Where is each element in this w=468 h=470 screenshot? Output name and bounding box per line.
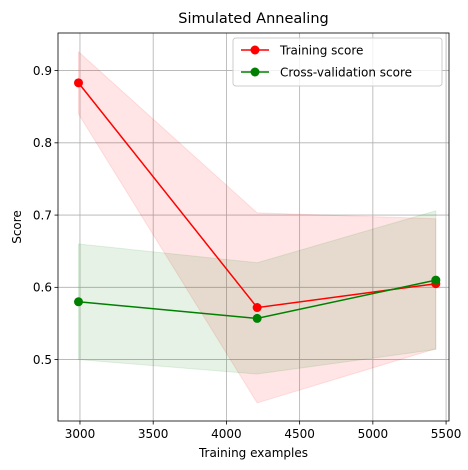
x-tick-label: 5000 [358, 427, 389, 441]
legend-marker-training [250, 45, 260, 55]
grid-lines [58, 33, 449, 421]
y-tick-label: 0.8 [33, 136, 52, 150]
legend: Training score Cross-validation score [232, 37, 443, 87]
legend-label-cross-validation: Cross-validation score [280, 65, 412, 79]
confidence-bands [78, 50, 437, 404]
y-tick-label: 0.6 [33, 281, 52, 295]
data-point [74, 297, 84, 307]
x-tick-label: 4500 [284, 427, 315, 441]
x-tick-label: 3500 [138, 427, 169, 441]
y-tick-label: 0.5 [33, 353, 52, 367]
x-tick-label: 4000 [211, 427, 242, 441]
y-axis-label: Score [10, 210, 24, 244]
x-tick-label: 3000 [65, 427, 96, 441]
confidence-band-1 [78, 210, 437, 375]
data-point [74, 78, 84, 88]
plot-frame [57, 32, 450, 422]
axis-ticks: 3000 3500 4000 4500 5000 5500 0.5 0.6 0.7 0.8 0.9 [33, 64, 461, 441]
legend-label-training: Training score [279, 43, 363, 57]
legend-box [232, 37, 443, 87]
data-point [252, 313, 262, 323]
series-markers [74, 78, 441, 323]
data-point [252, 303, 262, 313]
confidence-band-0 [78, 50, 437, 404]
y-tick-label: 0.7 [33, 208, 52, 222]
x-axis-label: Training examples [198, 446, 308, 460]
data-point [431, 275, 441, 285]
y-tick-label: 0.9 [33, 64, 52, 78]
legend-marker-cross-validation [250, 67, 260, 77]
x-tick-label: 5500 [431, 427, 462, 441]
chart-title: Simulated Annealing [178, 11, 328, 27]
